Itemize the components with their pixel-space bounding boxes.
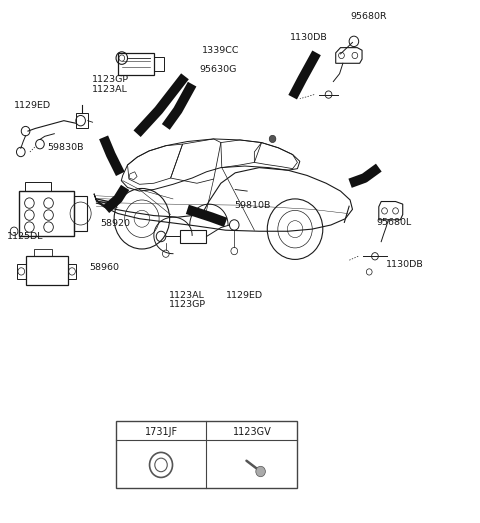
Text: 1129ED: 1129ED bbox=[14, 100, 51, 109]
Text: 59830B: 59830B bbox=[48, 143, 84, 152]
Text: 1130DB: 1130DB bbox=[386, 259, 424, 269]
Text: 95630G: 95630G bbox=[199, 65, 237, 74]
Text: 1130DB: 1130DB bbox=[290, 33, 328, 42]
Bar bbox=[116, 420, 298, 488]
Text: 58920: 58920 bbox=[100, 220, 130, 229]
Bar bbox=[180, 230, 206, 243]
Text: 1123GP: 1123GP bbox=[169, 300, 206, 309]
Text: 1123GP: 1123GP bbox=[92, 75, 129, 85]
Text: 59810B: 59810B bbox=[234, 201, 271, 210]
Text: 1339CC: 1339CC bbox=[202, 46, 239, 55]
Text: 1125DL: 1125DL bbox=[7, 232, 44, 241]
Text: 58960: 58960 bbox=[90, 263, 120, 272]
Bar bbox=[154, 57, 164, 71]
Bar bbox=[76, 113, 88, 129]
Bar bbox=[118, 53, 154, 75]
Text: 1123AL: 1123AL bbox=[92, 85, 128, 94]
Bar bbox=[25, 256, 68, 285]
Bar bbox=[24, 182, 51, 190]
Text: 95680L: 95680L bbox=[376, 218, 412, 227]
Text: 1123GV: 1123GV bbox=[233, 427, 271, 437]
Text: 1129ED: 1129ED bbox=[226, 291, 263, 300]
Text: 1731JF: 1731JF bbox=[144, 427, 178, 437]
Circle shape bbox=[256, 467, 265, 477]
Bar bbox=[19, 190, 74, 236]
Bar bbox=[17, 264, 25, 279]
Circle shape bbox=[269, 135, 276, 143]
Text: 1123AL: 1123AL bbox=[169, 291, 205, 300]
Bar bbox=[34, 249, 52, 256]
Text: 95680R: 95680R bbox=[350, 12, 387, 21]
Bar bbox=[68, 264, 76, 279]
Bar bbox=[74, 196, 87, 231]
